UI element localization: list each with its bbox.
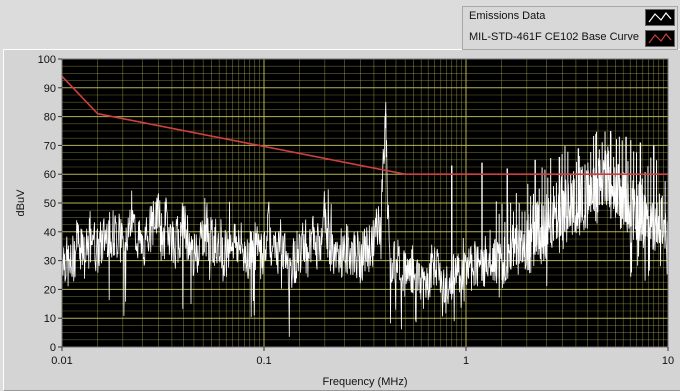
y-tick-label: 90: [44, 83, 56, 95]
y-axis-title: dBuV: [15, 189, 27, 217]
series-line-base-curve: [61, 75, 668, 175]
legend-item-emissions[interactable]: Emissions Data: [463, 7, 677, 28]
y-tick-label: 60: [44, 169, 56, 181]
y-tick-label: 40: [44, 227, 56, 239]
series-layer: [61, 75, 669, 337]
x-axis-title: Frequency (MHz): [323, 376, 408, 388]
axes: 0 10 20 30 40 50 60 70 80 90 100 0.01 0.1 1 10: [38, 54, 674, 367]
emissions-line-swatch-icon[interactable]: [645, 9, 675, 26]
y-tick-label: 30: [44, 256, 56, 268]
y-tick-label: 70: [44, 140, 56, 152]
y-tick-label: 10: [44, 313, 56, 325]
y-tick-label: 50: [44, 198, 56, 210]
x-tick-label: 10: [662, 355, 674, 367]
x-tick-label: 0.01: [51, 355, 72, 367]
x-tick-label: 1: [463, 355, 469, 367]
chart-legend: Emissions Data MIL-STD-461F CE102 Base C…: [462, 6, 678, 50]
y-tick-label: 100: [38, 54, 56, 66]
y-tick-label: 80: [44, 112, 56, 124]
y-tick-label: 0: [50, 342, 56, 354]
x-tick-label: 0.1: [256, 355, 271, 367]
y-tick-label: 20: [44, 284, 56, 296]
legend-label-emissions: Emissions Data: [469, 10, 546, 22]
legend-label-base-curve: MIL-STD-461F CE102 Base Curve: [469, 31, 639, 43]
legend-item-base-curve[interactable]: MIL-STD-461F CE102 Base Curve: [463, 28, 677, 49]
series-line-emissions: [61, 102, 669, 337]
base-curve-line-swatch-icon[interactable]: [645, 30, 675, 47]
